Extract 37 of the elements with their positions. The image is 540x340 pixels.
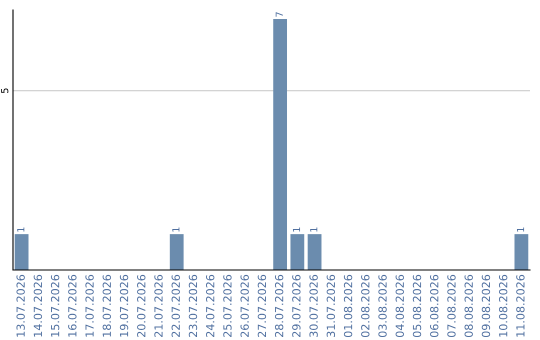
x-tick-label: 01.08.2026 (344, 274, 352, 338)
x-tick-label: 02.08.2026 (361, 274, 370, 338)
x-tick-label: 08.08.2026 (464, 274, 473, 338)
x-tick-label: 10.08.2026 (498, 274, 508, 337)
x-tick-label: 15.07.2026 (50, 274, 60, 337)
data-label: 1 (516, 227, 524, 232)
data-label: 1 (17, 227, 24, 232)
x-tick-label: 28.07.2026 (274, 274, 284, 337)
x-tick-label: 30.07.2026 (309, 274, 318, 337)
x-tick-label: 09.08.2026 (482, 274, 490, 338)
y-tick-label: 5 (1, 88, 8, 94)
data-label: 1 (172, 227, 180, 232)
x-tick-label: 16.07.2026 (68, 274, 77, 337)
x-tick-label: 21.07.2026 (154, 274, 163, 337)
x-tick-label: 05.08.2026 (412, 274, 422, 338)
x-tick-label: 17.07.2026 (85, 274, 94, 337)
x-tick-label: 24.07.2026 (206, 274, 214, 337)
x-tick-label: 14.07.2026 (34, 274, 42, 337)
data-label: 1 (292, 227, 300, 232)
x-tick-label: 27.07.2026 (258, 274, 266, 337)
x-tick-label: 13.07.2026 (16, 274, 25, 337)
x-tick-label: 20.07.2026 (137, 274, 146, 337)
x-tick-label: 06.08.2026 (430, 274, 438, 338)
x-tick-label: 31.07.2026 (326, 274, 336, 337)
x-tick-label: 11.08.2026 (516, 274, 525, 337)
x-tick-label: 03.08.2026 (378, 274, 387, 338)
x-tick-label: 04.08.2026 (396, 274, 404, 338)
x-tick-label: 26.07.2026 (240, 274, 249, 337)
x-tick-label: 18.07.2026 (102, 274, 112, 337)
x-tick-label: 19.07.2026 (120, 274, 128, 337)
x-tick-label: 29.07.2026 (292, 274, 301, 337)
x-tick-label: 25.07.2026 (223, 274, 232, 337)
x-tick-label: 22.07.2026 (172, 274, 180, 337)
data-label: 1 (310, 227, 318, 232)
data-label: 7 (276, 12, 283, 17)
x-tick-label: 07.08.2026 (447, 274, 456, 338)
x-tick-label: 23.07.2026 (188, 274, 198, 337)
